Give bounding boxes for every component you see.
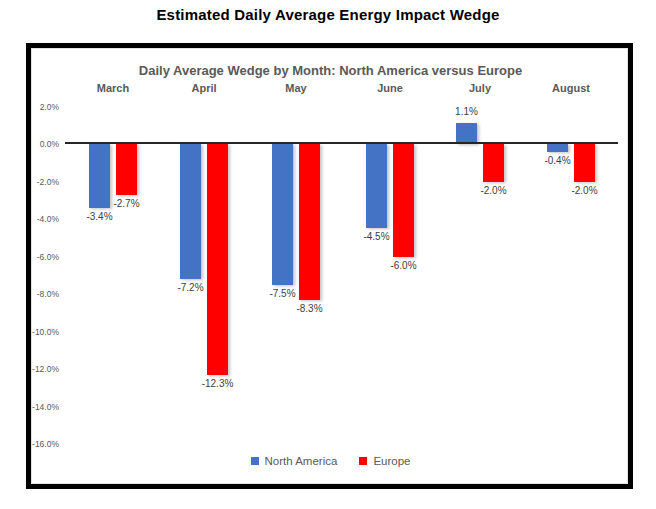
y-tick-label: -16.0% bbox=[32, 439, 59, 449]
y-tick-label: 0.0% bbox=[32, 139, 59, 149]
chart-legend: North America Europe bbox=[32, 455, 629, 467]
data-label-europe-august: -2.0% bbox=[557, 185, 613, 196]
zero-axis-line bbox=[65, 142, 618, 144]
y-tick-label: -10.0% bbox=[32, 327, 59, 337]
data-label-europe-june: -6.0% bbox=[376, 260, 432, 271]
chart-plot-area: Daily Average Wedge by Month: North Amer… bbox=[31, 48, 628, 484]
legend-swatch-icon bbox=[359, 457, 367, 465]
month-label-april: April bbox=[169, 82, 239, 94]
legend-item-europe: Europe bbox=[359, 455, 410, 467]
data-label-north-america-april: -7.2% bbox=[163, 282, 219, 293]
legend-swatch-icon bbox=[251, 457, 259, 465]
y-tick-label: -8.0% bbox=[32, 289, 59, 299]
bar-north-america-april bbox=[180, 144, 201, 279]
y-tick-label: -4.0% bbox=[32, 214, 59, 224]
legend-label: North America bbox=[265, 455, 338, 467]
chart-frame: Daily Average Wedge by Month: North Amer… bbox=[26, 43, 633, 489]
y-tick-label: -14.0% bbox=[32, 402, 59, 412]
bar-north-america-june bbox=[366, 144, 387, 228]
bar-north-america-may bbox=[272, 144, 293, 285]
chart-title: Daily Average Wedge by Month: North Amer… bbox=[32, 63, 629, 78]
month-label-may: May bbox=[261, 82, 331, 94]
y-tick-label: 2.0% bbox=[32, 102, 59, 112]
bar-europe-may bbox=[299, 144, 320, 300]
data-label-north-america-august: -0.4% bbox=[530, 155, 586, 166]
bar-europe-april bbox=[207, 144, 228, 375]
data-label-north-america-may: -7.5% bbox=[255, 288, 311, 299]
month-label-july: July bbox=[445, 82, 515, 94]
data-label-north-america-july: 1.1% bbox=[439, 106, 495, 117]
month-label-august: August bbox=[536, 82, 606, 94]
legend-item-north-america: North America bbox=[251, 455, 338, 467]
data-label-europe-july: -2.0% bbox=[466, 185, 522, 196]
bar-north-america-july bbox=[456, 123, 477, 144]
y-tick-label: -6.0% bbox=[32, 252, 59, 262]
legend-label: Europe bbox=[373, 455, 410, 467]
data-label-europe-march: -2.7% bbox=[99, 198, 155, 209]
data-label-europe-april: -12.3% bbox=[190, 378, 246, 389]
data-label-north-america-june: -4.5% bbox=[349, 231, 405, 242]
month-label-june: June bbox=[355, 82, 425, 94]
data-label-europe-may: -8.3% bbox=[282, 303, 338, 314]
bar-europe-march bbox=[116, 144, 137, 195]
y-tick-label: -12.0% bbox=[32, 364, 59, 374]
y-tick-label: -2.0% bbox=[32, 177, 59, 187]
data-label-north-america-march: -3.4% bbox=[72, 211, 128, 222]
month-label-march: March bbox=[78, 82, 148, 94]
bar-europe-july bbox=[483, 144, 504, 182]
bar-north-america-august bbox=[547, 144, 568, 152]
page-title: Estimated Daily Average Energy Impact We… bbox=[0, 6, 656, 23]
